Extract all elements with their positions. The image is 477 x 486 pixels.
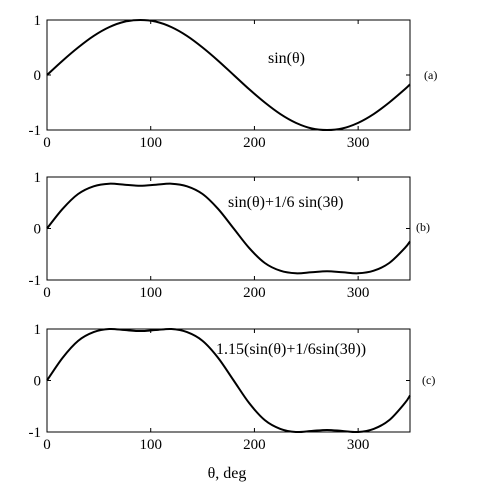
series-line xyxy=(46,327,411,434)
x-tick-label: 200 xyxy=(243,285,266,301)
curve-annotation: sin(θ)+1/6 sin(3θ) xyxy=(228,194,343,211)
series-line xyxy=(46,19,411,131)
axes-frame xyxy=(46,19,411,131)
x-tick-label: 300 xyxy=(347,285,370,301)
x-tick-label: 0 xyxy=(43,437,51,453)
x-tick-label: 300 xyxy=(347,135,370,151)
y-tick-label: -1 xyxy=(29,425,42,441)
x-tick-label: 300 xyxy=(347,437,370,453)
axes-frame xyxy=(46,176,411,281)
panel-label: (b) xyxy=(416,220,430,234)
x-tick-label: 100 xyxy=(139,285,162,301)
y-tick-label: 0 xyxy=(34,222,42,238)
y-tick-label: 0 xyxy=(34,68,42,84)
x-tick-label: 100 xyxy=(139,135,162,151)
y-tick-label: 0 xyxy=(34,374,42,390)
x-axis-label: θ, deg xyxy=(208,465,247,482)
series-line xyxy=(46,182,411,275)
panel-label: (a) xyxy=(424,68,437,82)
x-tick-label: 200 xyxy=(243,135,266,151)
panel-label: (c) xyxy=(422,373,435,387)
y-tick-label: -1 xyxy=(29,123,42,139)
curve-annotation: sin(θ) xyxy=(268,50,305,67)
x-tick-label: 0 xyxy=(43,285,51,301)
curve-annotation: 1.15(sin(θ)+1/6sin(3θ)) xyxy=(216,341,366,358)
x-tick-label: 100 xyxy=(139,437,162,453)
x-tick-label: 0 xyxy=(43,135,51,151)
y-tick-label: -1 xyxy=(29,273,42,289)
y-tick-label: 1 xyxy=(34,13,42,29)
y-tick-label: 1 xyxy=(34,170,42,186)
x-tick-label: 200 xyxy=(243,437,266,453)
y-tick-label: 1 xyxy=(34,322,42,338)
